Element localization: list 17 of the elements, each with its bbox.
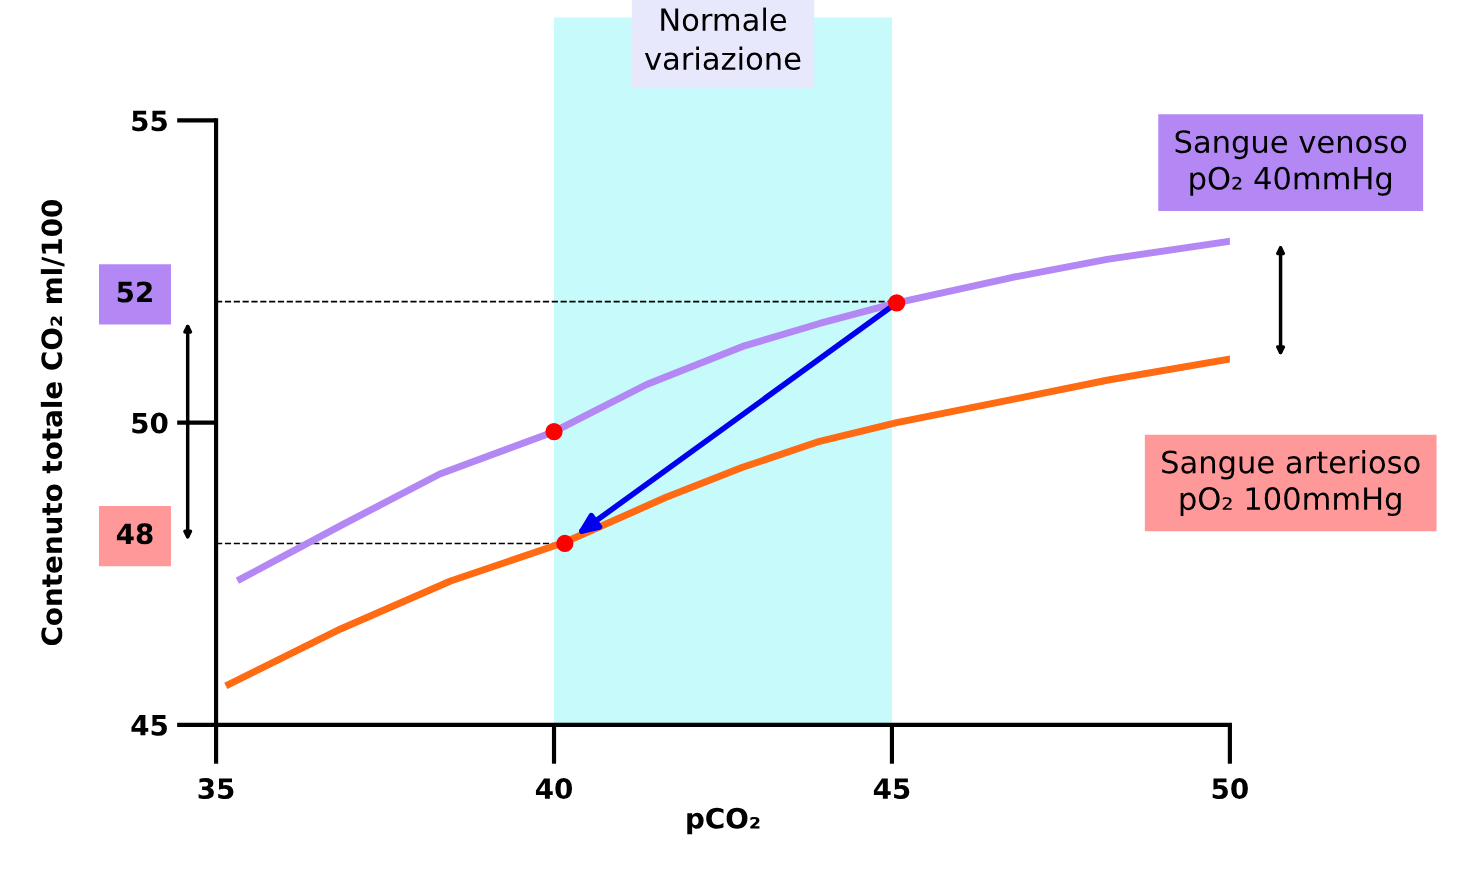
ref-line-label: 48 <box>116 523 153 545</box>
y-tick-label: 50 <box>132 412 168 434</box>
y-tick-label: 45 <box>131 715 167 736</box>
point <box>545 423 563 441</box>
y-tick-label: 55 <box>132 110 167 132</box>
point <box>556 534 574 553</box>
band-label: Normale variazione <box>644 7 801 71</box>
series-label: Sangue venoso pO₂ 40mmHg <box>1175 130 1407 196</box>
ref-line-label: 52 <box>117 281 152 303</box>
text: Sangue arterioso pO₂ 100mmHg <box>1162 449 1420 517</box>
x-tick-label: 40 <box>535 778 573 800</box>
x-tick-label: 50 <box>1212 778 1248 800</box>
x-tick-label: 35 <box>198 778 234 800</box>
y-axis-title: Contenuto totale CO₂ ml/100 <box>40 200 65 646</box>
x-tick-label: 45 <box>873 778 910 800</box>
x-axis-title: pCO₂ <box>687 807 760 835</box>
point <box>888 294 906 312</box>
